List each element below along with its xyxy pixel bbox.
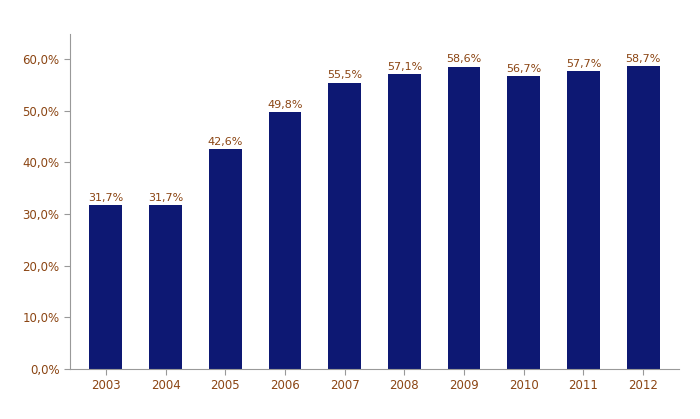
Bar — [149, 205, 182, 369]
Text: 57,7%: 57,7% — [566, 59, 601, 69]
Text: 31,7%: 31,7% — [88, 193, 123, 203]
Bar — [508, 76, 540, 369]
Bar — [447, 67, 480, 369]
Bar — [567, 71, 600, 369]
Text: 58,7%: 58,7% — [626, 54, 661, 64]
Text: 42,6%: 42,6% — [207, 137, 243, 147]
Bar — [388, 74, 421, 369]
Text: 58,6%: 58,6% — [447, 54, 482, 65]
Bar — [626, 66, 659, 369]
Bar — [328, 83, 361, 369]
Text: 55,5%: 55,5% — [327, 70, 362, 80]
Bar — [269, 112, 302, 369]
Text: 57,1%: 57,1% — [386, 62, 422, 72]
Bar — [90, 205, 122, 369]
Text: 49,8%: 49,8% — [267, 100, 302, 110]
Text: 31,7%: 31,7% — [148, 193, 183, 203]
Bar — [209, 149, 242, 369]
Text: 56,7%: 56,7% — [506, 64, 541, 74]
